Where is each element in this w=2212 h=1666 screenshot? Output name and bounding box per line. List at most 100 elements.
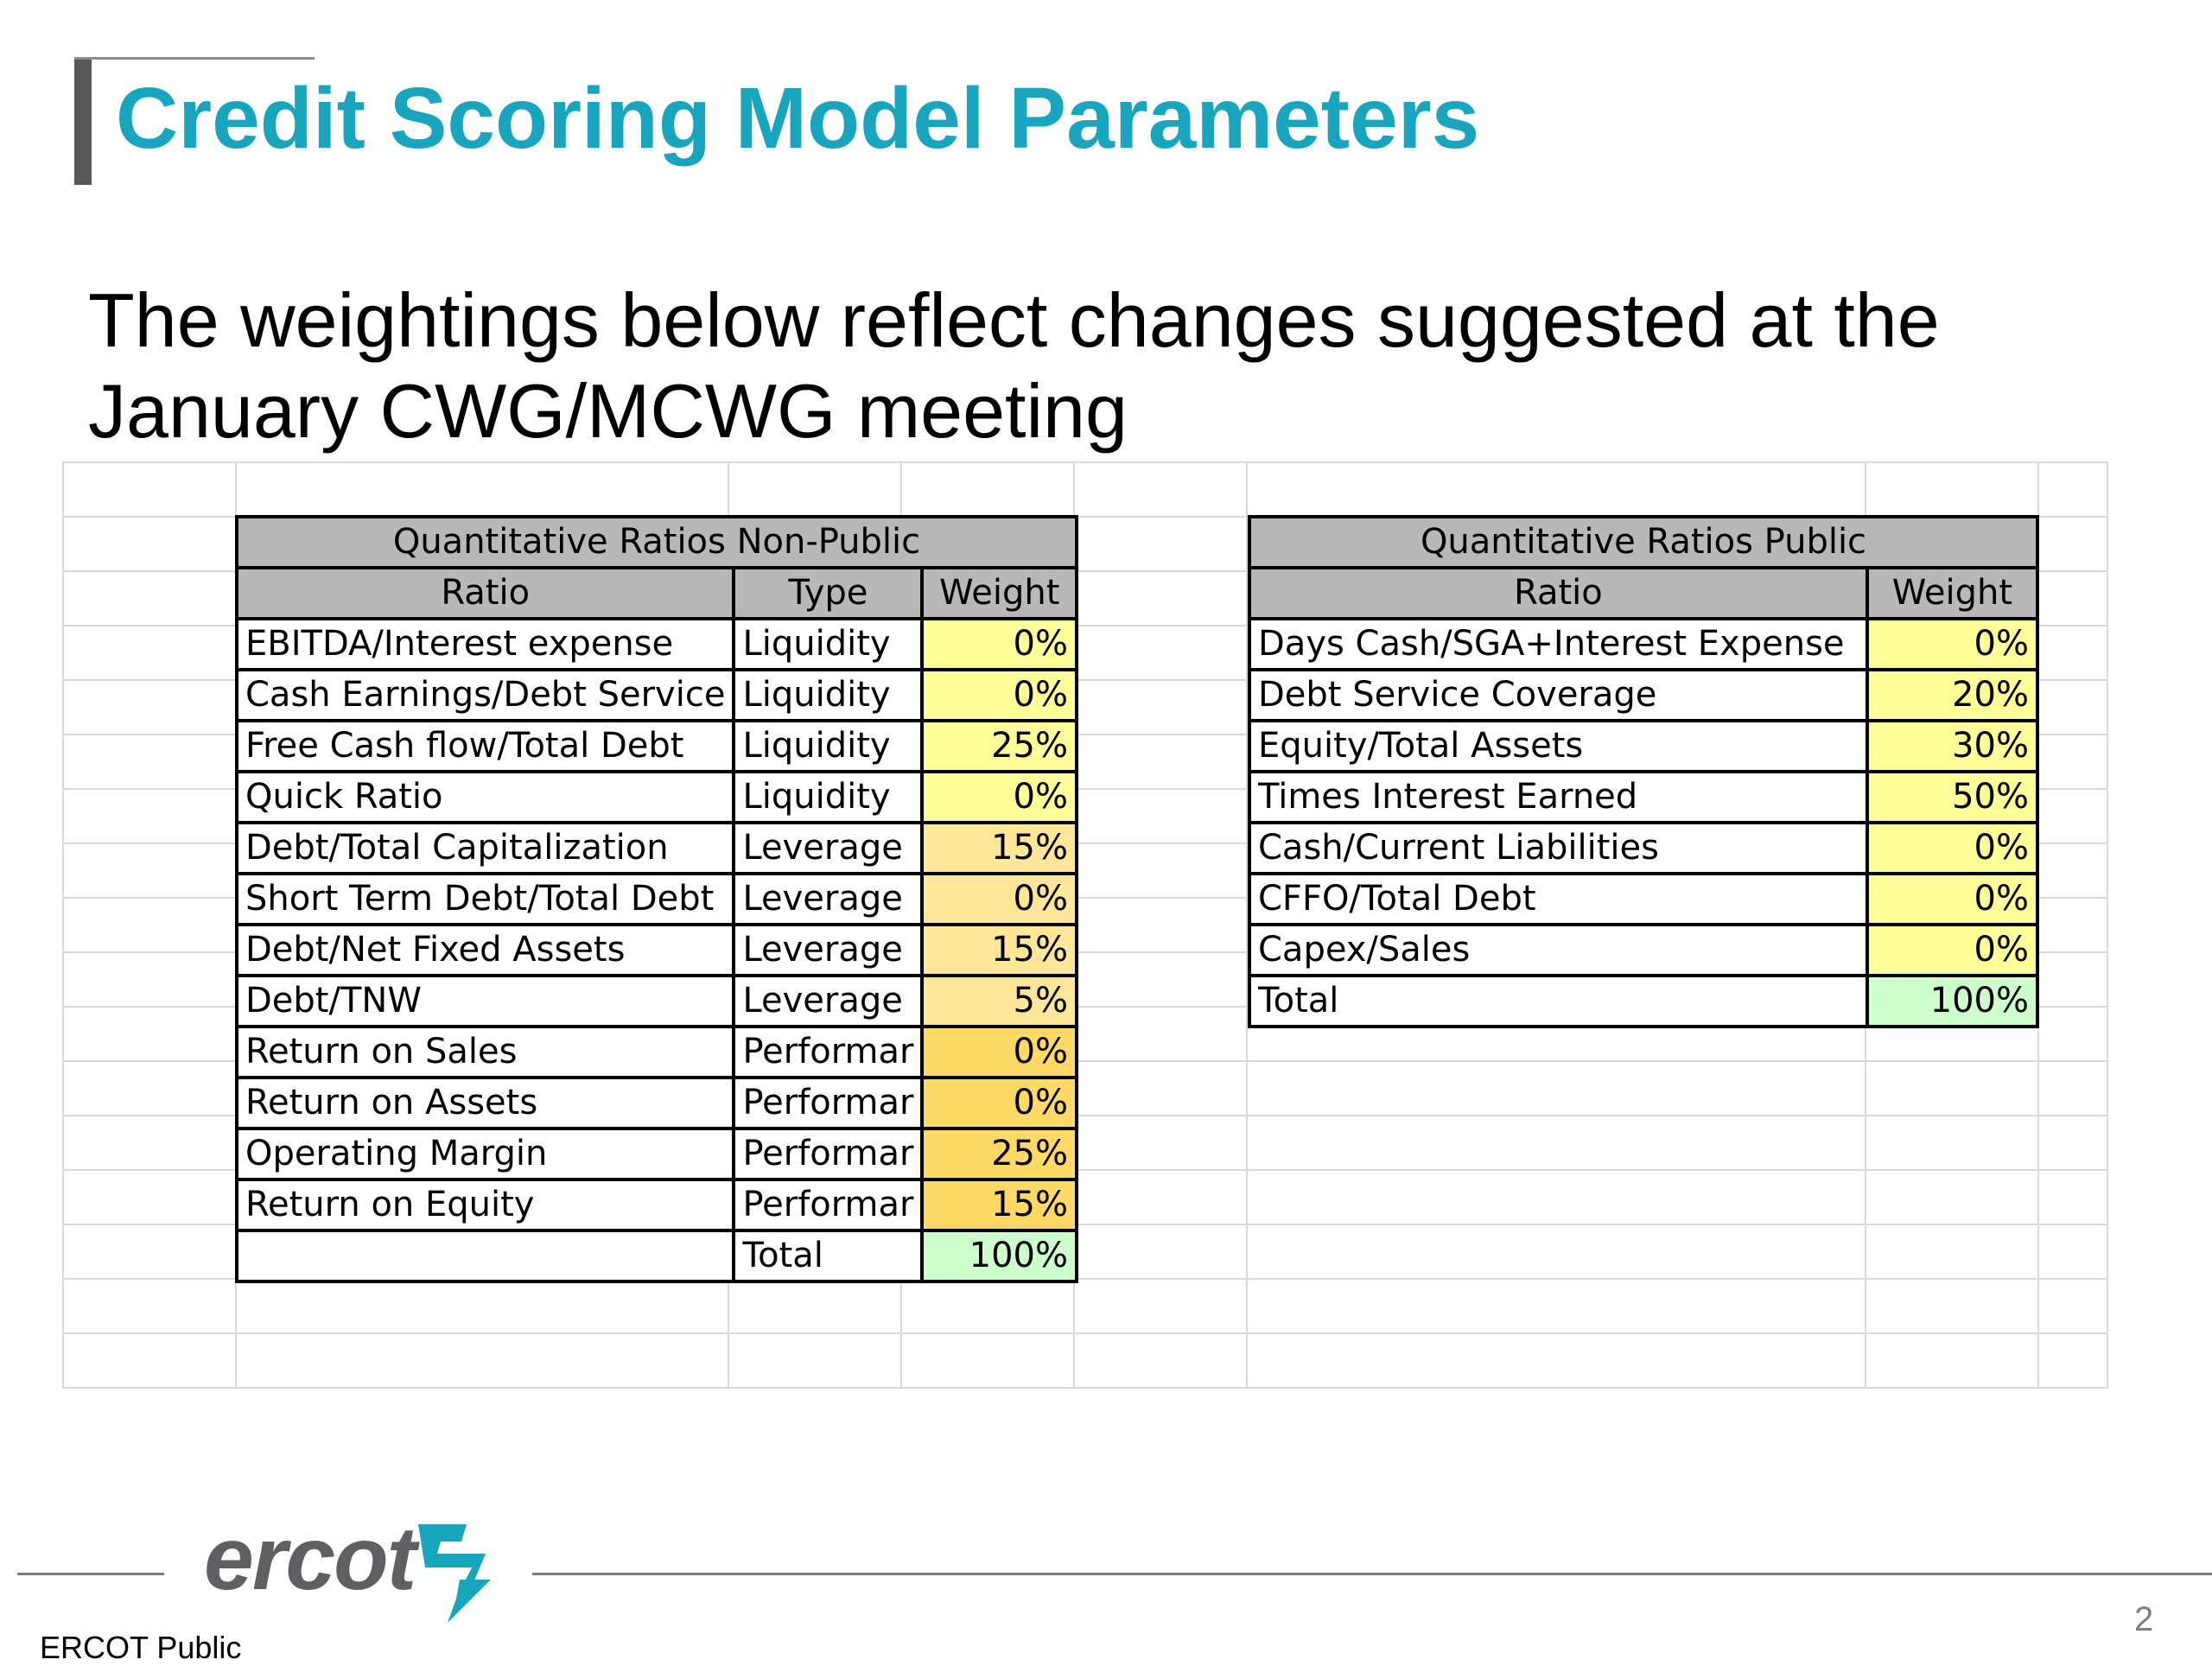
ratio-cell: Debt Service Coverage [1248, 668, 1869, 722]
title-accent-line [74, 57, 315, 60]
type-cell: Performar [732, 1127, 925, 1181]
grid-row-line [62, 625, 2108, 626]
weight-cell: 30% [1865, 719, 2040, 773]
table-row: Return on Sales Performar 0% [234, 1025, 1078, 1079]
ratio-cell: Operating Margin [234, 1127, 736, 1181]
column-header-weight: Weight [920, 566, 1078, 620]
weight-cell: 0% [920, 1025, 1078, 1079]
weight-cell: 5% [920, 974, 1078, 1028]
public-table-title: Quantitative Ratios Public [1248, 515, 2039, 569]
ratio-cell: Capex/Sales [1248, 923, 1869, 977]
ratio-cell: EBITDA/Interest expense [234, 617, 736, 671]
total-label-cell: Total [1248, 974, 1869, 1028]
grid-row-line [62, 788, 2108, 790]
type-cell: Liquidity [732, 617, 925, 671]
ratio-cell: Quick Ratio [234, 770, 736, 824]
ratio-cell: Debt/Net Fixed Assets [234, 923, 736, 977]
empty-cell [234, 1229, 736, 1283]
grid-row-line [62, 1006, 2108, 1008]
weight-cell: 25% [920, 1127, 1078, 1181]
footer-divider-left [17, 1573, 164, 1575]
ratio-cell: Times Interest Earned [1248, 770, 1869, 824]
public-ratios-table: Quantitative Ratios Public Ratio Weight … [1248, 515, 2040, 1028]
non-public-ratios-table: Quantitative Ratios Non-Public Ratio Typ… [234, 515, 1078, 1283]
grid-row-line [62, 1115, 2108, 1116]
table-row: Debt/Total Capitalization Leverage 15% [234, 821, 1078, 875]
type-cell: Performar [732, 1025, 925, 1079]
weight-cell: 0% [920, 617, 1078, 671]
grid-row-line [62, 516, 2108, 518]
footer-divider-right [532, 1573, 2212, 1575]
table-row: CFFO/Total Debt 0% [1248, 872, 2040, 926]
table-row: EBITDA/Interest expense Liquidity 0% [234, 617, 1078, 671]
column-header-type: Type [732, 566, 925, 620]
weight-cell: 0% [920, 872, 1078, 926]
column-header-ratio: Ratio [234, 566, 736, 620]
weight-cell: 15% [920, 821, 1078, 875]
total-value-cell: 100% [920, 1229, 1078, 1283]
grid-row-line [62, 1387, 2108, 1389]
weight-cell: 0% [1865, 617, 2040, 671]
type-cell: Leverage [732, 872, 925, 926]
weight-cell: 20% [1865, 668, 2040, 722]
grid-column-line [2107, 461, 2108, 1388]
grid-row-line [62, 1332, 2108, 1334]
type-cell: Liquidity [732, 668, 925, 722]
grid-row-line [62, 1169, 2108, 1171]
grid-row-line [62, 570, 2108, 572]
weight-cell: 0% [920, 668, 1078, 722]
weight-cell: 0% [1865, 872, 2040, 926]
ratio-cell: CFFO/Total Debt [1248, 872, 1869, 926]
ratio-cell: Return on Equity [234, 1178, 736, 1232]
grid-column-line [1246, 461, 1248, 1388]
ercot-logo-icon [418, 1524, 491, 1623]
grid-row-line [62, 1224, 2108, 1225]
table-row: Debt/TNW Leverage 5% [234, 974, 1078, 1028]
grid-row-line [62, 679, 2108, 681]
type-cell: Liquidity [732, 719, 925, 773]
table-row: Capex/Sales 0% [1248, 923, 2040, 977]
total-label-cell: Total [732, 1229, 925, 1283]
weight-cell: 0% [1865, 923, 2040, 977]
page-number: 2 [2134, 1600, 2154, 1638]
grid-row-line [62, 843, 2108, 844]
grid-column-line [62, 461, 64, 1388]
type-cell: Performar [732, 1076, 925, 1130]
grid-row-line [62, 461, 2108, 463]
ercot-logo-text: ercot [204, 1509, 416, 1609]
weight-cell: 0% [920, 770, 1078, 824]
weight-cell: 25% [920, 719, 1078, 773]
table-row: Cash/Current Liabilities 0% [1248, 821, 2040, 875]
table-row: Cash Earnings/Debt Service Liquidity 0% [234, 668, 1078, 722]
ratio-cell: Cash/Current Liabilities [1248, 821, 1869, 875]
weight-cell: 50% [1865, 770, 2040, 824]
table-row: Debt Service Coverage 20% [1248, 668, 2040, 722]
column-header-weight: Weight [1865, 566, 2040, 620]
ratio-cell: Free Cash flow/Total Debt [234, 719, 736, 773]
table-row: Quick Ratio Liquidity 0% [234, 770, 1078, 824]
total-value-cell: 100% [1865, 974, 2040, 1028]
table-row: Short Term Debt/Total Debt Leverage 0% [234, 872, 1078, 926]
type-cell: Leverage [732, 974, 925, 1028]
grid-row-line [62, 1060, 2108, 1062]
weight-cell: 15% [920, 923, 1078, 977]
page-title: Credit Scoring Model Parameters [116, 70, 1480, 167]
type-cell: Leverage [732, 821, 925, 875]
ratio-cell: Short Term Debt/Total Debt [234, 872, 736, 926]
non-public-table-title: Quantitative Ratios Non-Public [235, 515, 1078, 569]
weight-cell: 0% [1865, 821, 2040, 875]
table-row: Operating Margin Performar 25% [234, 1127, 1078, 1181]
ratio-cell: Days Cash/SGA+Interest Expense [1248, 617, 1869, 671]
table-row: Return on Equity Performar 15% [234, 1178, 1078, 1232]
ratio-cell: Equity/Total Assets [1248, 719, 1869, 773]
ratio-cell: Return on Sales [234, 1025, 736, 1079]
table-row: Return on Assets Performar 0% [234, 1076, 1078, 1130]
ratio-cell: Cash Earnings/Debt Service [234, 668, 736, 722]
slide-subtitle: The weightings below reflect changes sug… [88, 277, 1940, 454]
total-row: Total 100% [234, 1229, 1078, 1283]
weight-cell: 15% [920, 1178, 1078, 1232]
grid-row-line [62, 897, 2108, 899]
type-cell: Leverage [732, 923, 925, 977]
spreadsheet-grid [62, 461, 2108, 1389]
table-row: Times Interest Earned 50% [1248, 770, 2040, 824]
